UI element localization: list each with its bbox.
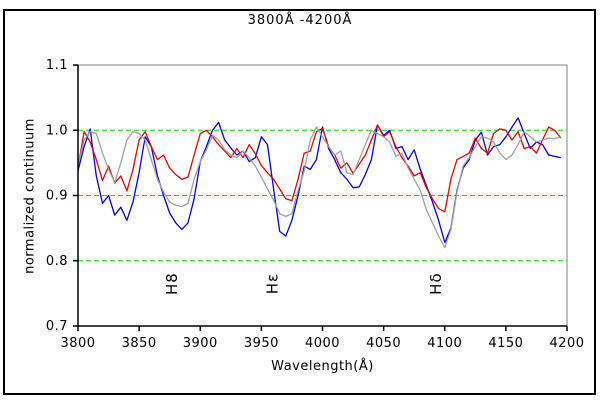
x-tick-label: 4050 (366, 336, 401, 351)
series-line-spectrum-blue (77, 117, 562, 244)
y-tick-label: 0.9 (46, 189, 68, 204)
chart-title: 3800Å -4200Å (247, 13, 353, 28)
x-tick-label: 3800 (60, 336, 95, 351)
y-tick-label: 1.1 (46, 58, 68, 73)
y-tick-label: 0.7 (46, 319, 68, 334)
x-tick-label: 3950 (244, 336, 279, 351)
x-tick-label: 4150 (488, 336, 523, 351)
x-axis-title: Wavelength(Å) (271, 359, 374, 374)
y-tick-label: 1.0 (46, 123, 68, 138)
x-tick-label: 4100 (427, 336, 462, 351)
annotation-H8: H8 (163, 272, 181, 295)
figure-border (3, 9, 596, 395)
annotation-Hδ: Hδ (427, 272, 445, 294)
annotation-Hε: Hε (263, 273, 281, 294)
y-tick-label: 0.8 (46, 254, 68, 269)
x-tick-label: 4200 (549, 336, 584, 351)
series-line-spectrum-red (77, 124, 562, 213)
series-line-spectrum-gray (77, 126, 562, 249)
x-tick-label: 3850 (122, 336, 157, 351)
x-tick-label: 4000 (305, 336, 340, 351)
x-tick-label: 3900 (183, 336, 218, 351)
